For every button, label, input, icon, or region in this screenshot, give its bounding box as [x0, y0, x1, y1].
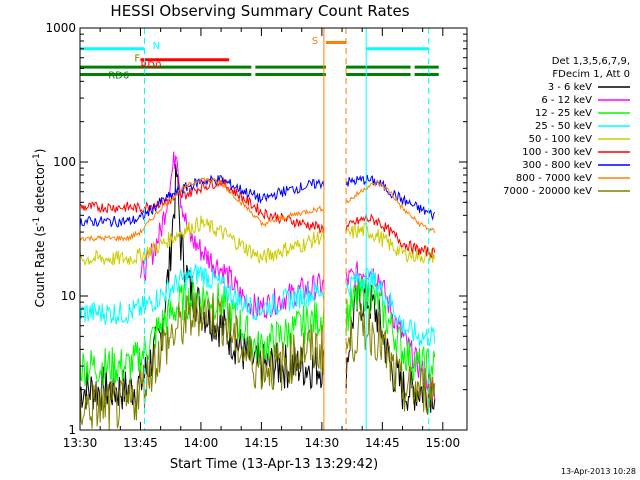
flag-label-4: S: [312, 36, 318, 47]
x-tick-label-2: 14:00: [184, 436, 219, 450]
x-tick-label-4: 14:30: [305, 436, 340, 450]
plot-frame: [79, 27, 468, 431]
legend-label-8: 7000 - 20000 keV: [503, 186, 592, 197]
legend-label-1: 6 - 12 keV: [541, 95, 592, 106]
legend-label-6: 300 - 800 keV: [522, 160, 592, 171]
x-tick-label-6: 15:00: [426, 436, 461, 450]
x-tick-label-0: 13:30: [63, 436, 98, 450]
series-line-4: [79, 215, 436, 267]
series-line-6: [79, 174, 436, 228]
legend-label-4: 50 - 100 keV: [529, 134, 593, 145]
flag-label-2: RD0: [140, 60, 161, 71]
y-tick-label-0: 1: [68, 423, 76, 437]
flag-label-1: F: [134, 54, 140, 65]
legend-label-2: 12 - 25 keV: [535, 108, 592, 119]
series-layer: [79, 151, 436, 430]
y-tick-label-2: 100: [53, 155, 76, 169]
chart-title: HESSI Observing Summary Count Rates: [110, 2, 409, 20]
legend-label-3: 25 - 50 keV: [535, 121, 592, 132]
legend-label-0: 3 - 6 keV: [548, 82, 592, 93]
y-axis-label: Count Rate (s-1 detector-1): [32, 149, 47, 308]
y-tick-label-3: 1000: [45, 21, 76, 35]
x-tick-label-3: 14:15: [244, 436, 279, 450]
axes-layer: 13:30 13:45 14:00 14:15 14:30 14:45 15:00 1 10 10…: [45, 21, 468, 450]
legend-header-0: Det 1,3,5,6,7,9,: [552, 56, 630, 67]
y-tick-label-1: 10: [61, 289, 76, 303]
footer-date: 13-Apr-2013 10:28: [561, 467, 636, 476]
flag-label-3: RD6: [108, 70, 129, 81]
legend-header-1: FDecim 1, Att 0: [552, 69, 630, 80]
x-tick-label-5: 14:45: [365, 436, 400, 450]
legend-label-5: 100 - 300 keV: [522, 147, 592, 158]
series-line-7: [79, 176, 436, 243]
series-line-8: [79, 292, 436, 430]
x-axis-label: Start Time (13-Apr-13 13:29:42): [170, 457, 378, 472]
flag-label-0: N: [153, 41, 160, 52]
x-tick-label-1: 13:45: [123, 436, 158, 450]
legend: Det 1,3,5,6,7,9, FDecim 1, Att 0 3 - 6 keV…: [503, 56, 630, 197]
series-line-3: [79, 264, 436, 347]
legend-label-7: 800 - 7000 keV: [516, 173, 592, 184]
